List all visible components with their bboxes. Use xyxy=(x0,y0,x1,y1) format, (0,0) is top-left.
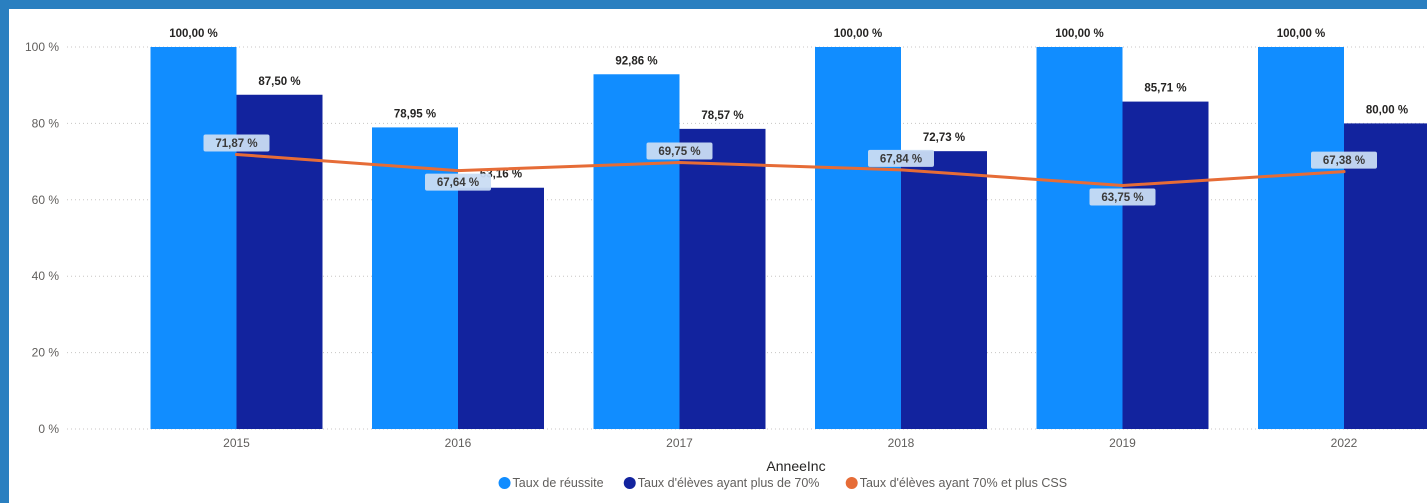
bar-taux-plus-70-2022 xyxy=(1344,123,1427,430)
bar-taux-plus-70-2016 xyxy=(458,187,544,429)
y-tick-label: 60 % xyxy=(32,193,60,207)
x-tick-label: 2017 xyxy=(666,436,693,450)
bar-data-label: 78,57 % xyxy=(701,110,743,122)
bar-data-label: 100,00 % xyxy=(834,28,883,40)
bar-data-label: 72,73 % xyxy=(923,132,965,144)
combo-bar-line-chart: 0 % 20 % 40 % 60 % 80 % 100 % 100,00 % 78,95 %… xyxy=(25,28,1427,490)
bar-data-label: 78,95 % xyxy=(394,108,436,120)
bar-data-labels: 100,00 % 78,95 % 92,86 % 100,00 % 100,00 % 10… xyxy=(169,28,1408,181)
line-point xyxy=(235,152,238,156)
bar-taux-reussite-2015 xyxy=(150,47,237,429)
x-axis-title: AnneeInc xyxy=(766,458,825,474)
bar-taux-reussite-2016 xyxy=(372,127,458,429)
line-label-badge xyxy=(425,173,491,191)
bar-taux-reussite-2018 xyxy=(815,47,901,429)
line-label-badge xyxy=(1089,188,1156,206)
bar-data-label: 100,00 % xyxy=(1277,28,1326,40)
y-tick-label: 100 % xyxy=(25,40,59,54)
legend-label: Taux d'élèves ayant 70% et plus CSS xyxy=(860,476,1067,490)
bar-taux-reussite-2022 xyxy=(1258,47,1344,429)
y-tick-label: 0 % xyxy=(38,422,59,436)
x-tick-label: 2016 xyxy=(445,436,472,450)
bar-taux-reussite-2019 xyxy=(1036,47,1123,429)
legend-marker xyxy=(845,477,858,489)
line-point xyxy=(456,169,460,173)
line-point xyxy=(1342,170,1346,174)
line-data-label: 67,84 % xyxy=(880,153,922,165)
legend: Taux de réussite Taux d'élèves ayant plus… xyxy=(498,476,1067,490)
line-css-rate xyxy=(235,152,1346,187)
bar-data-label: 85,71 % xyxy=(1144,83,1186,95)
bar-taux-plus-70-2019 xyxy=(1122,101,1209,429)
y-axis: 0 % 20 % 40 % 60 % 80 % 100 % xyxy=(25,40,59,436)
line-label-badge xyxy=(1311,151,1377,169)
bar-taux-reussite-2017 xyxy=(593,74,680,429)
chart-panel: 0 % 20 % 40 % 60 % 80 % 100 % 100,00 % 78,95 %… xyxy=(9,9,1427,503)
line-data-label: 69,75 % xyxy=(658,146,700,158)
y-tick-label: 40 % xyxy=(32,269,60,283)
line-label-badge xyxy=(868,149,934,167)
bar-taux-plus-70-2017 xyxy=(679,128,766,429)
legend-label: Taux de réussite xyxy=(513,476,604,490)
bar-data-label: 92,86 % xyxy=(615,55,657,67)
bar-taux-plus-70-2018 xyxy=(901,151,987,430)
line-data-label: 67,64 % xyxy=(437,177,479,189)
bar-data-label: 100,00 % xyxy=(1055,28,1104,40)
legend-marker xyxy=(623,477,636,489)
legend-label: Taux d'élèves ayant plus de 70% xyxy=(638,476,820,490)
line-data-label: 67,38 % xyxy=(1323,155,1365,167)
x-tick-label: 2019 xyxy=(1109,436,1136,450)
x-tick-label: 2022 xyxy=(1331,436,1358,450)
line-point xyxy=(1121,183,1124,187)
y-tick-label: 20 % xyxy=(32,346,60,360)
y-tick-label: 80 % xyxy=(32,116,60,130)
x-tick-label: 2018 xyxy=(888,436,915,450)
x-axis: 2015 2016 2017 2018 2019 2022 xyxy=(223,436,1358,450)
x-tick-label: 2015 xyxy=(223,436,250,450)
bar-data-label: 87,50 % xyxy=(258,76,300,88)
line-data-labels: 71,87 % 67,64 % 69,75 % 67,84 % 63,75 % 67,38… xyxy=(203,134,1377,206)
line-label-badge xyxy=(646,142,713,160)
line-data-label: 71,87 % xyxy=(215,138,257,150)
line-label-badge xyxy=(203,134,270,152)
line-data-label: 63,75 % xyxy=(1101,192,1143,204)
line-series xyxy=(235,152,1346,187)
line-point xyxy=(678,161,681,165)
bar-data-label: 80,00 % xyxy=(1366,104,1408,116)
bars xyxy=(150,47,1427,430)
line-point xyxy=(899,168,903,172)
bar-data-label: 100,00 % xyxy=(169,28,218,40)
legend-marker xyxy=(498,477,511,489)
